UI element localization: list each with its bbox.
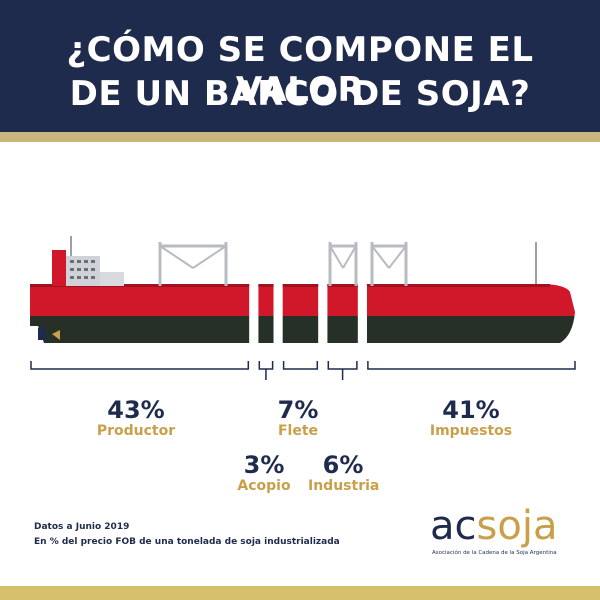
bridge-window (77, 276, 81, 279)
logo-wordmark: acsoja (430, 506, 557, 546)
value-label-flete: 7% (277, 396, 319, 424)
bar-impuestos-red (366, 284, 575, 316)
segment-gap (273, 230, 283, 350)
bar-acopio-dark (258, 316, 274, 343)
crane-brace (159, 245, 194, 269)
crane-brace (388, 245, 407, 269)
bracket-industria (327, 361, 358, 370)
bridge-window (91, 276, 95, 279)
crane-brace (192, 245, 227, 269)
label-impuestos: 41% Impuestos (426, 398, 516, 438)
category-label-impuestos: Impuestos (429, 423, 513, 439)
bar-productor-red (30, 284, 250, 316)
bar-industria-red (327, 284, 358, 316)
bridge-window (91, 268, 95, 271)
category-label-acopio: Acopio (237, 478, 291, 494)
bracket-productor (30, 361, 250, 370)
bar-productor-dark (30, 316, 250, 343)
acsoja-logo: acsoja Asociación de la Cadena de la Soj… (430, 506, 560, 564)
ship-chart (30, 230, 576, 380)
note-date: Datos a Junio 2019 (34, 522, 130, 532)
label-productor: 43% Productor (96, 398, 176, 438)
bridge-window (84, 268, 88, 271)
bar-impuestos-dark (366, 316, 575, 343)
header-banner (0, 0, 600, 132)
page-title-line2: DE UN BARCO DE SOJA? (69, 74, 531, 114)
crane-brace (342, 245, 357, 269)
rudder (38, 328, 46, 340)
logo-word-soja: soja (476, 503, 558, 549)
funnel (52, 250, 66, 286)
page-title-line1: ¿CÓMO SE COMPONE EL VALOR (66, 30, 534, 110)
segment-gap (318, 230, 328, 350)
deck-house (100, 272, 124, 286)
value-label-impuestos: 41% (442, 396, 500, 424)
crane-brace (329, 245, 344, 269)
bridge-window (77, 268, 81, 271)
crane-brace (371, 245, 390, 269)
value-label-acopio: 3% (243, 451, 285, 479)
label-industria: 6% Industria (308, 451, 380, 494)
bridge-window (77, 260, 81, 263)
bridge-window (91, 260, 95, 263)
label-acopio: 3% Acopio (232, 453, 296, 493)
header-stripe (0, 132, 600, 142)
category-label-industria: Industria (308, 478, 380, 494)
segment-gap (357, 230, 367, 350)
bracket-acopio (258, 361, 274, 370)
bridge-window (84, 276, 88, 279)
propeller-icon (52, 330, 60, 340)
bridge-window (70, 268, 74, 271)
note-unit: En % del precio FOB de una tonelada de s… (34, 537, 340, 547)
deck-line (30, 284, 550, 287)
footer-stripe (0, 586, 600, 600)
value-label-industria: 6% (322, 451, 364, 479)
label-flete: 7% Flete (266, 398, 330, 438)
segment-gap (249, 230, 259, 350)
value-label-productor: 43% (107, 396, 165, 424)
bridge-window (70, 276, 74, 279)
logo-subtitle: Asociación de la Cadena de la Soja Argen… (432, 550, 557, 556)
bar-flete-red (282, 284, 319, 316)
logo-word-ac: ac (430, 503, 477, 549)
hull-group (30, 284, 575, 343)
bridge-window (84, 260, 88, 263)
bar-industria-dark (327, 316, 358, 343)
bar-acopio-red (258, 284, 274, 316)
category-label-flete: Flete (277, 423, 319, 439)
bar-flete-dark (282, 316, 319, 343)
category-label-productor: Productor (96, 423, 176, 439)
bracket-flete (282, 361, 319, 370)
bracket-impuestos (367, 361, 576, 370)
bridge-window (70, 260, 74, 263)
